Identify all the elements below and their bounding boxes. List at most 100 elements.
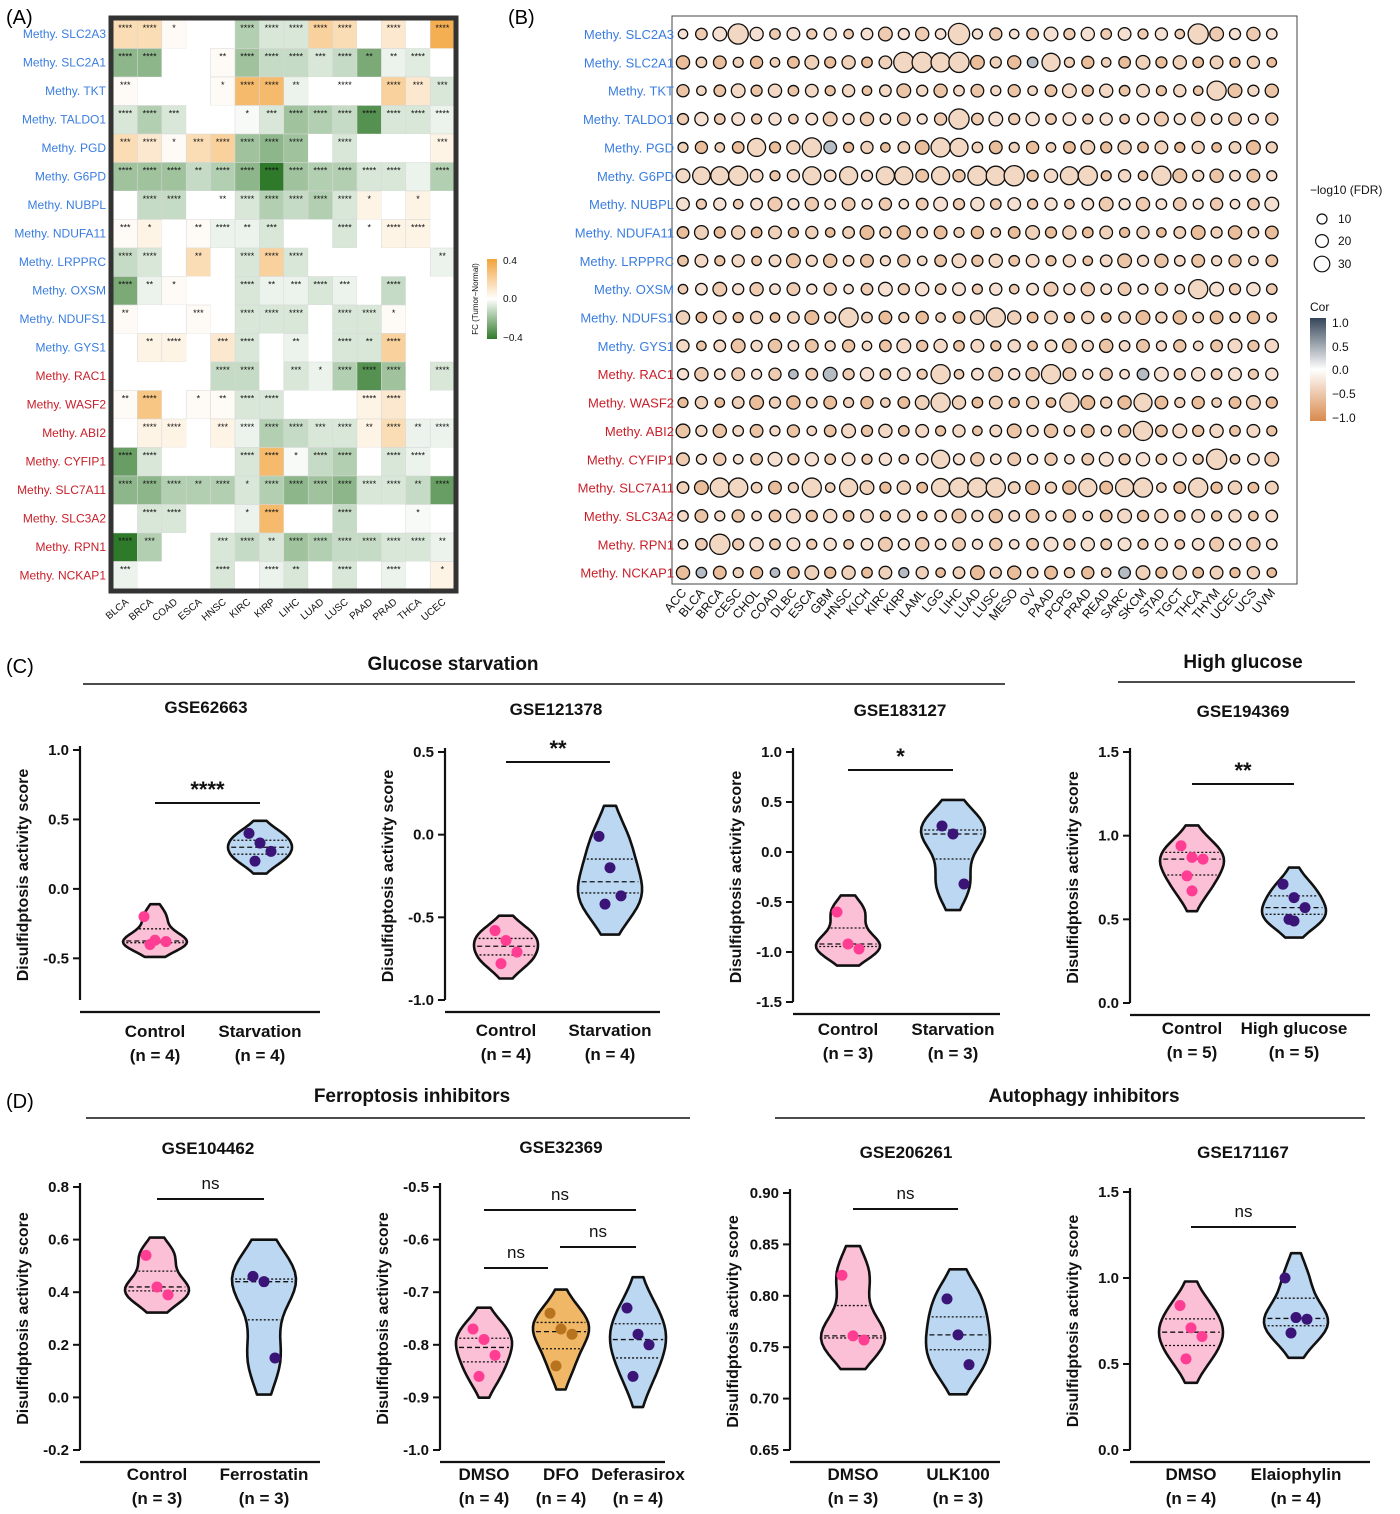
data-point bbox=[495, 958, 507, 970]
heatmap-cell bbox=[210, 162, 236, 192]
heatmap-cell bbox=[137, 504, 163, 534]
heatmap-star-label: **** bbox=[338, 194, 353, 204]
data-point bbox=[847, 1330, 859, 1342]
bubble-point bbox=[1136, 254, 1150, 267]
bubble-point bbox=[1098, 451, 1114, 467]
heatmap-gene-label: Methy. LRPPRC bbox=[19, 255, 106, 269]
group-label: High glucose bbox=[1241, 1019, 1348, 1038]
data-point bbox=[489, 925, 501, 937]
heatmap-cell bbox=[161, 248, 187, 277]
heatmap-star-label: ** bbox=[414, 479, 422, 489]
heatmap-cell bbox=[307, 475, 333, 505]
bubble-point bbox=[1266, 312, 1278, 323]
y-tick-label: 0.6 bbox=[48, 1232, 69, 1249]
heatmap-star-label: **** bbox=[240, 394, 255, 404]
bubble-gene-label: Methy. LRPPRC bbox=[580, 254, 674, 269]
heatmap-star-label: **** bbox=[240, 52, 255, 62]
heatmap-cell bbox=[185, 247, 211, 277]
bubble-point bbox=[1246, 452, 1260, 466]
bubble-point bbox=[915, 168, 930, 183]
bubble-point bbox=[1209, 536, 1225, 552]
bubble-point bbox=[988, 253, 1004, 269]
heatmap-gene-label: Methy. G6PD bbox=[35, 170, 106, 184]
heatmap-cell bbox=[381, 390, 407, 420]
bubble-point bbox=[1264, 480, 1279, 495]
y-tick-label: 1.5 bbox=[1098, 744, 1119, 761]
heatmap-star-label: **** bbox=[411, 536, 426, 546]
heatmap-cell bbox=[430, 219, 455, 248]
violin-shape bbox=[1262, 1251, 1330, 1360]
group-n-label: (n = 4) bbox=[235, 1046, 286, 1065]
bubble-point bbox=[1136, 367, 1150, 381]
bubble-point bbox=[861, 340, 873, 352]
heatmap-star-label: **** bbox=[435, 479, 450, 489]
bubble-point bbox=[970, 367, 984, 381]
heatmap-cell bbox=[405, 418, 431, 448]
data-point bbox=[249, 855, 261, 867]
heatmap-star-label: ** bbox=[439, 251, 447, 261]
heatmap-cell bbox=[332, 77, 357, 106]
heatmap-star-label: ** bbox=[146, 280, 154, 290]
bubble-point bbox=[1064, 198, 1075, 210]
heatmap-gene-label: Methy. SLC7A11 bbox=[17, 483, 106, 497]
size-legend-circle bbox=[1316, 213, 1328, 225]
significance-label: ns bbox=[202, 1174, 220, 1193]
group-n-label: (n = 3) bbox=[933, 1489, 984, 1508]
data-point bbox=[842, 938, 854, 950]
bubble-point bbox=[1210, 368, 1223, 381]
bubble-point bbox=[1061, 83, 1077, 99]
data-point bbox=[952, 1329, 964, 1341]
bubble-point bbox=[727, 165, 749, 186]
heatmap-star-label: **** bbox=[240, 365, 255, 375]
heatmap-star-label: **** bbox=[216, 137, 231, 147]
heatmap-star-label: *** bbox=[218, 422, 229, 432]
data-point bbox=[511, 946, 523, 958]
heatmap-star-label: **** bbox=[313, 479, 328, 489]
data-point bbox=[247, 1270, 259, 1282]
heatmap-star-label: **** bbox=[167, 166, 182, 176]
bubble-point bbox=[1059, 166, 1080, 186]
heatmap-star-label: **** bbox=[387, 365, 402, 375]
heatmap-star-label: **** bbox=[265, 479, 280, 489]
y-axis-label: Disulfidptosis activity score bbox=[15, 1212, 32, 1425]
bubble-point bbox=[1229, 56, 1241, 68]
bubble-point bbox=[676, 368, 690, 381]
heatmap-cell bbox=[137, 77, 162, 106]
y-tick-label: -1.0 bbox=[408, 992, 434, 1009]
heatmap-cell bbox=[186, 504, 211, 533]
bubble-point bbox=[1248, 510, 1259, 522]
bubble-point bbox=[879, 113, 892, 125]
heatmap-cell bbox=[112, 447, 138, 477]
heatmap-cell bbox=[356, 105, 382, 135]
heatmap-cell bbox=[405, 276, 431, 305]
bubble-point bbox=[731, 509, 745, 523]
color-legend-tick: 0.0 bbox=[1332, 363, 1349, 377]
heatmap-cell bbox=[210, 504, 235, 533]
bubble-point bbox=[1026, 537, 1040, 551]
heatmap-gene-label: Methy. PGD bbox=[42, 141, 107, 155]
heatmap-cell bbox=[430, 276, 455, 305]
bubble-point bbox=[1190, 366, 1206, 382]
panel-label-d: (D) bbox=[6, 1091, 34, 1113]
violin-shape bbox=[814, 894, 882, 967]
heatmap-gene-label: Methy. NUBPL bbox=[28, 198, 107, 212]
data-point bbox=[1290, 1312, 1302, 1324]
bubble-point bbox=[806, 283, 818, 295]
bubble-point bbox=[676, 481, 690, 495]
heatmap-cell bbox=[430, 333, 455, 362]
bubble-point bbox=[878, 339, 892, 353]
heatmap-cell bbox=[283, 390, 309, 419]
heatmap-star-label: **** bbox=[313, 194, 328, 204]
heatmap-cell bbox=[381, 134, 406, 163]
bubble-point bbox=[1227, 225, 1243, 240]
heatmap-star-label: **** bbox=[167, 422, 182, 432]
y-tick-label: 1.0 bbox=[1098, 1270, 1119, 1287]
heatmap-cell bbox=[308, 248, 333, 277]
bubble-point bbox=[948, 108, 970, 130]
heatmap-cell bbox=[161, 48, 187, 77]
heatmap-star-label: **** bbox=[265, 422, 280, 432]
heatmap-cell bbox=[185, 475, 211, 505]
color-legend-tick: 0.5 bbox=[1332, 340, 1349, 354]
bubble-point bbox=[1136, 509, 1150, 523]
significance-label: ns bbox=[507, 1243, 525, 1262]
